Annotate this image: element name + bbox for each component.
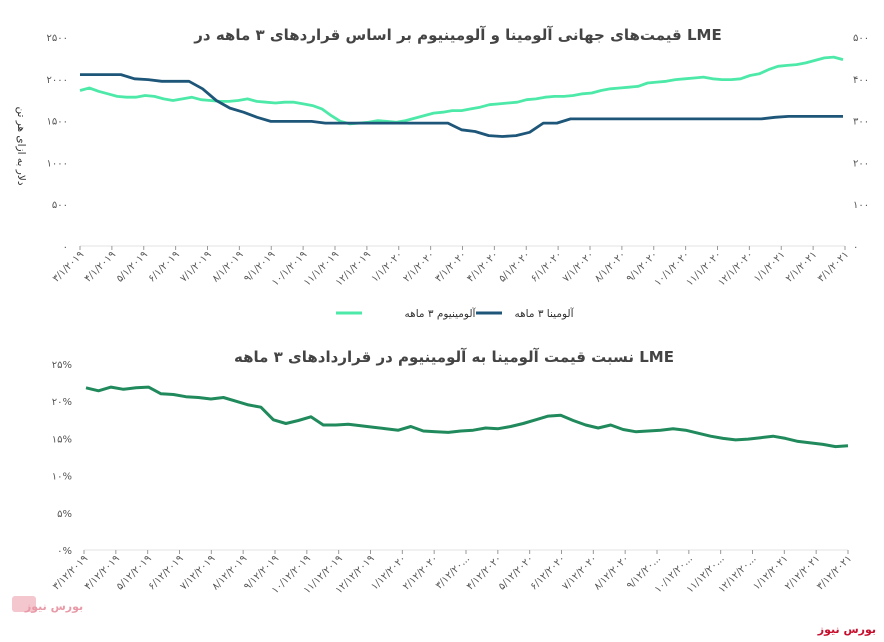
chart1-xtick-label: ۷/۱/۲۰۲۰ [561, 249, 596, 284]
chart1-ylabel: دلار به ازای هر تن [15, 106, 27, 185]
chart2-ytick: ۰% [57, 546, 72, 557]
logo-mark [12, 596, 36, 612]
chart2-xtick-label: ۳/۱۲/۲۰۲۱ [815, 553, 854, 592]
alumina-series-line [80, 73, 843, 138]
legend-label-aluminium: آلومینیوم ۳ ماهه [405, 307, 477, 320]
logo-wordmark: بورس نیوز [24, 600, 83, 613]
chart1-xtick-label: ۵/۱/۲۰۲۰ [497, 249, 532, 284]
chart1-xtick-label: ۸/۱/۲۰۲۰ [593, 249, 628, 284]
chart1-xtick-label: ۲/۱/۲۰۲۱ [784, 249, 819, 284]
chart1-xtick-label: ۳/۱/۲۰۲۰ [433, 249, 468, 284]
chart2-xtick-label: ۲/۱۲/۲۰۲۰ [401, 553, 440, 592]
chart1-xtick-label: ۷/۱/۲۰۱۹ [178, 249, 213, 284]
chart1-ytick-left: ۵۰۰ [52, 200, 68, 211]
chart1-ytick-left: ۲۰۰۰ [47, 75, 68, 86]
brand-name: بورس نیوز [817, 623, 876, 636]
chart2-ytick: ۱۵% [52, 434, 72, 445]
legend-label-alumina: آلومینا ۳ ماهه [514, 307, 574, 320]
chart1-xtick-label: ۳/۱/۲۰۲۱ [816, 249, 851, 284]
chart1-xtick-label: ۵/۱/۲۰۱۹ [115, 249, 150, 284]
chart1-ytick-right: ۴۰۰ [853, 75, 869, 86]
chart1-xtick-label: ۱/۱/۲۰۲۰ [370, 249, 405, 284]
chart1-ytick-right: ۰ [853, 242, 858, 253]
chart1-ytick-left: ۰ [63, 242, 68, 253]
chart1-ytick-right: ۳۰۰ [853, 117, 869, 128]
chart2-ytick: ۵% [57, 509, 72, 520]
chart2-xtick-label: ۸/۱۲/۲۰۲۰ [592, 553, 631, 592]
chart1-xtick-label: ۱۲/۱/۲۰۲۰ [716, 249, 755, 288]
chart1-ytick-right: ۵۰۰ [853, 33, 869, 44]
chart1-xtick-label: ۱/۱/۲۰۲۱ [752, 249, 787, 284]
chart2-ytick: ۲۵% [52, 360, 72, 371]
chart1-xtick-label: ۶/۱/۲۰۱۹ [146, 249, 181, 284]
chart1-ytick-right: ۱۰۰ [853, 200, 869, 211]
chart1-xtick-label: ۴/۱/۲۰۱۹ [83, 249, 118, 284]
chart1-ytick-left: ۲۵۰۰ [47, 33, 68, 44]
chart1-xtick-label: ۲/۱/۲۰۲۰ [401, 249, 436, 284]
chart1-xtick-label: ۶/۱/۲۰۲۰ [529, 249, 564, 284]
chart1-xtick-label: ۴/۱/۲۰۲۰ [465, 249, 500, 284]
chart2-ytick: ۲۰% [52, 397, 72, 408]
chart1-ytick-right: ۲۰۰ [853, 158, 869, 169]
chart1-title: قیمت‌های جهانی آلومینا و آلومینیوم بر اس… [193, 26, 721, 44]
chart1-ytick-left: ۱۰۰۰ [47, 158, 68, 169]
brand-logo: بورس نیوز [12, 596, 83, 613]
chart1-legend: آلومینیوم ۳ ماهه آلومینا ۳ ماهه [336, 307, 575, 320]
chart2-ytick: ۱۰% [52, 472, 72, 483]
chart1-xtick-label: ۱۲/۱/۲۰۱۹ [334, 249, 373, 288]
ratio-series-line [85, 385, 849, 449]
chart1-ytick-left: ۱۵۰۰ [47, 117, 68, 128]
chart2-title: نسبت قیمت آلومینا به آلومینیوم در قراردا… [234, 348, 674, 366]
chart1-xtick-label: ۸/۱/۲۰۱۹ [210, 249, 245, 284]
aluminium-series-line [79, 55, 844, 126]
chart1-xtick-label: ۳/۱/۲۰۱۹ [51, 249, 86, 284]
